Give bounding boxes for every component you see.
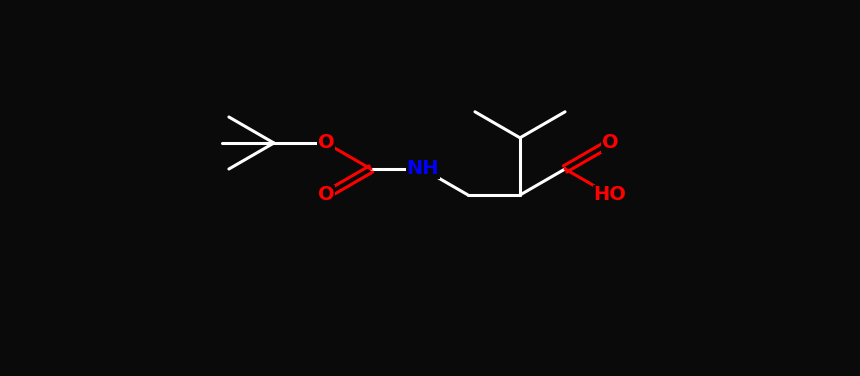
Text: O: O: [317, 185, 335, 205]
Text: O: O: [602, 133, 618, 153]
Text: O: O: [317, 133, 335, 153]
Text: HO: HO: [593, 185, 626, 205]
Text: NH: NH: [407, 159, 439, 179]
